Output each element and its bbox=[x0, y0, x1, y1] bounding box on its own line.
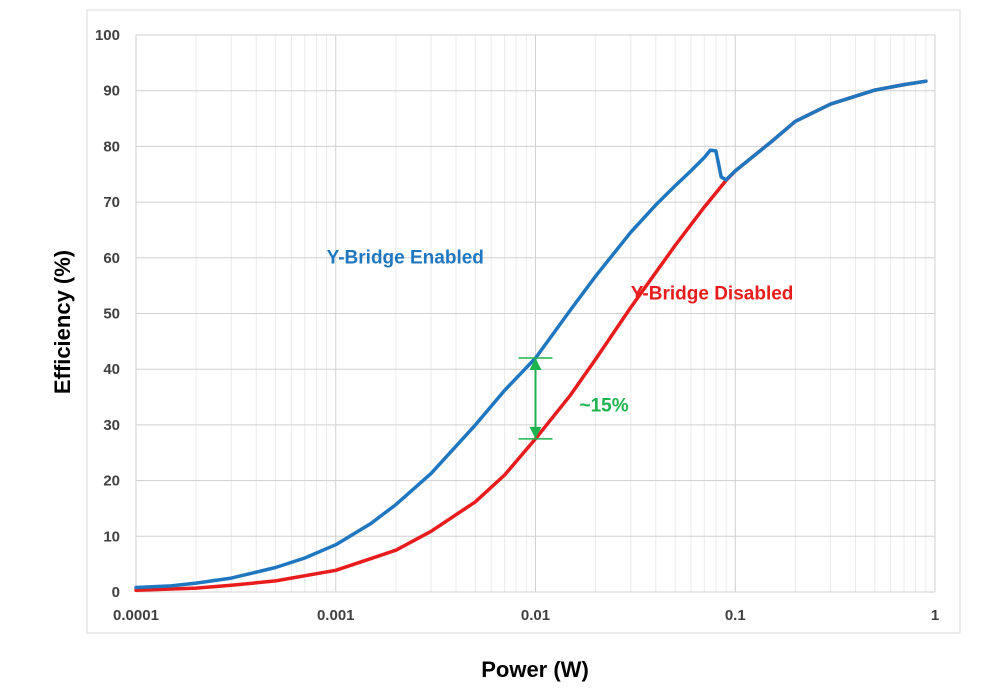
annotation-label: ~15% bbox=[580, 395, 629, 416]
x-axis-title: Power (W) bbox=[481, 657, 589, 682]
y-tick-label: 50 bbox=[103, 306, 120, 323]
y-tick-label: 80 bbox=[103, 138, 120, 155]
x-tick-label: 0.0001 bbox=[113, 607, 159, 624]
annotation-arrowhead-down bbox=[529, 426, 542, 439]
y-tick-label: 10 bbox=[103, 528, 120, 545]
series-lines: Y-Bridge Enabled Y-Bridge Disabled bbox=[134, 79, 928, 593]
y-tick-label: 90 bbox=[103, 83, 120, 100]
annotations: ~15% bbox=[518, 357, 629, 440]
grid bbox=[135, 34, 936, 593]
y-axis-title: Efficiency (%) bbox=[50, 250, 75, 394]
y-tick-label: 40 bbox=[103, 361, 120, 378]
series-label-y-bridge-disabled: Y-Bridge Disabled bbox=[631, 284, 794, 305]
x-tick-label: 0.001 bbox=[317, 607, 355, 624]
y-tick-label: 70 bbox=[103, 194, 120, 211]
series-label-y-bridge-enabled: Y-Bridge Enabled bbox=[327, 247, 484, 268]
y-tick-label: 20 bbox=[103, 473, 120, 490]
tick-labels: 0.0001 0.001 0.01 0.1 1010203040506070809010… bbox=[95, 27, 939, 624]
series-line-y-bridge-enabled bbox=[134, 79, 928, 590]
y-tick-label: 0 bbox=[112, 584, 120, 601]
annotation-arrowhead-up bbox=[529, 358, 542, 371]
y-tick-label: 30 bbox=[103, 417, 120, 434]
y-tick-label: 100 bbox=[95, 27, 120, 44]
x-tick-label: 0.1 bbox=[725, 607, 746, 624]
x-tick-label: 1 bbox=[931, 607, 939, 624]
x-tick-label: 0.01 bbox=[521, 607, 550, 624]
y-tick-label: 60 bbox=[103, 250, 120, 267]
